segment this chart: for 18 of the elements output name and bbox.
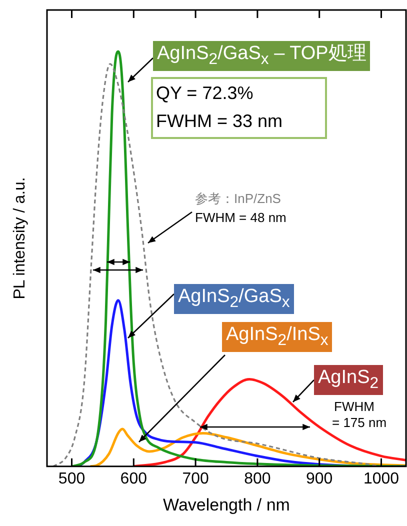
annotation: FWHM = 33 nm: [156, 110, 283, 132]
series-label: AgInS$_{2}$: [314, 365, 383, 395]
text: 参考：InP/ZnS: [195, 191, 281, 208]
text: AgInS$_{2}$/InS$_{x}$: [222, 322, 332, 352]
text: AgInS$_{2}$/GaS$_{x}$: [174, 284, 294, 314]
x-tick-label: 1000: [363, 470, 400, 488]
x-tick-label: 500: [58, 470, 86, 488]
annotation: FWHM = 48 nm: [195, 210, 286, 226]
annotation: FWHM: [334, 399, 374, 416]
x-tick-label: 900: [306, 470, 333, 488]
annotation: QY = 72.3%: [156, 82, 254, 104]
x-tick-label: 600: [120, 470, 148, 488]
y-axis-title: PL intensity / a.u.: [11, 177, 28, 300]
x-tick-label: 700: [182, 470, 209, 488]
series-label: AgInS$_{2}$/GaS$_{x}$ – TOP処理: [153, 41, 370, 71]
x-axis-title: Wavelength / nm: [163, 495, 290, 514]
x-tick-label: 800: [244, 470, 271, 488]
annotation: = 175 nm: [332, 415, 387, 432]
